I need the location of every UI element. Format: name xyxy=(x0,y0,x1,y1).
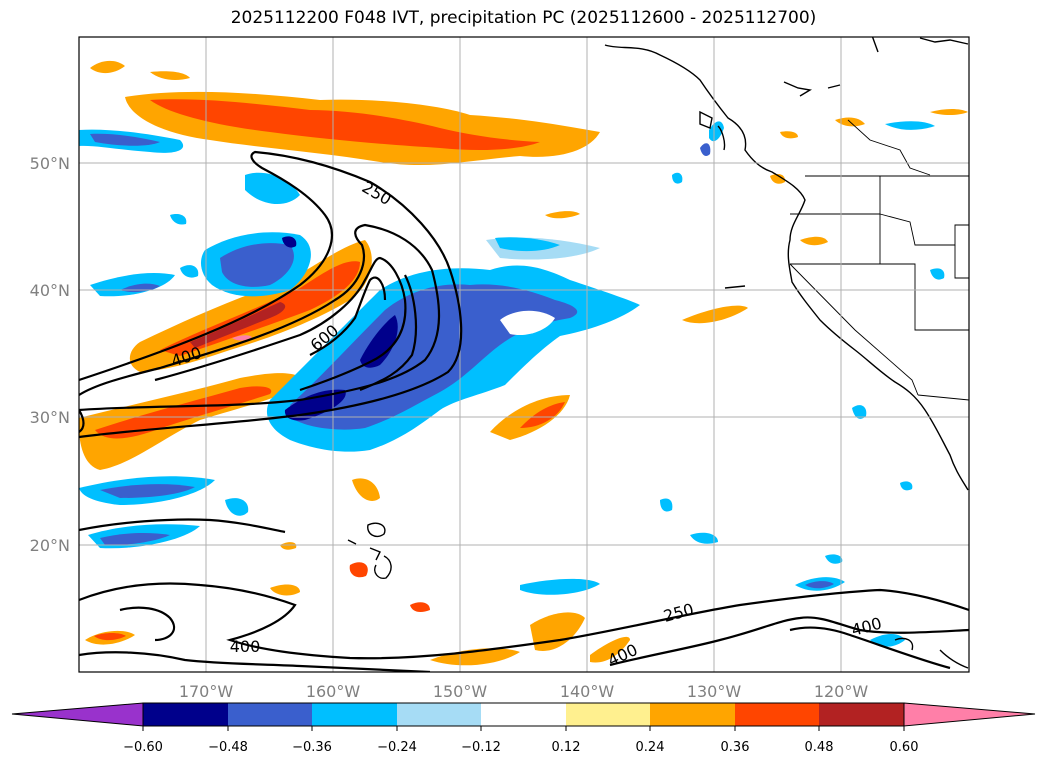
colorbar-bin xyxy=(481,703,566,726)
colorbar-label: 0.48 xyxy=(805,740,834,755)
map-title: 2025112200 F048 IVT, precipitation PC (2… xyxy=(230,8,817,28)
colorbar-bin xyxy=(228,703,312,726)
latitude-tick-labels: 50°N 40°N 30°N 20°N xyxy=(30,154,70,555)
lon-tick-160w: 160°W xyxy=(306,682,361,701)
colorbar-label: 0.60 xyxy=(890,740,919,755)
lon-tick-170w: 170°W xyxy=(179,682,234,701)
colorbar-label: −0.48 xyxy=(208,740,248,755)
lon-tick-130w: 130°W xyxy=(687,682,742,701)
colorbar-label: 0.12 xyxy=(552,740,581,755)
colorbar-bin xyxy=(566,703,650,726)
colorbar-label: −0.36 xyxy=(292,740,332,755)
ivt-label-400-southwest: 400 xyxy=(230,637,261,656)
lat-tick-40n: 40°N xyxy=(30,281,70,300)
graticule xyxy=(79,37,969,672)
lat-tick-30n: 30°N xyxy=(30,408,70,427)
lon-tick-140w: 140°W xyxy=(560,682,615,701)
colorbar-bin xyxy=(397,703,481,726)
map-frame xyxy=(78,36,970,673)
lat-tick-20n: 20°N xyxy=(30,536,70,555)
colorbar-label: −0.12 xyxy=(461,740,501,755)
colorbar-ticks xyxy=(142,726,905,731)
colorbar-label: −0.24 xyxy=(377,740,417,755)
colorbar-label: 0.24 xyxy=(636,740,665,755)
political-borders xyxy=(789,119,969,401)
colorbar-label: 0.36 xyxy=(721,740,750,755)
colorbar-label: −0.60 xyxy=(123,740,163,755)
colorbar-bin xyxy=(819,703,904,726)
map-content: 250 400 600 250 400 400 400 xyxy=(79,37,969,672)
lat-tick-50n: 50°N xyxy=(30,154,70,173)
colorbar-bin xyxy=(650,703,735,726)
colorbar-bin xyxy=(735,703,819,726)
lon-tick-120w: 120°W xyxy=(814,682,869,701)
ivt-contours xyxy=(79,150,969,672)
longitude-tick-labels: 170°W 160°W 150°W 140°W 130°W 120°W xyxy=(179,682,869,701)
colorbar-bin xyxy=(143,703,228,726)
colorbar: −0.60 −0.48 −0.36 −0.24 −0.12 0.12 0.24 … xyxy=(11,702,1036,755)
colorbar-bin xyxy=(312,703,397,726)
lon-tick-150w: 150°W xyxy=(433,682,488,701)
colorbar-frame xyxy=(142,702,905,727)
colorbar-under-triangle xyxy=(11,702,144,727)
coastlines xyxy=(347,37,969,669)
colorbar-over-triangle xyxy=(903,702,1036,727)
